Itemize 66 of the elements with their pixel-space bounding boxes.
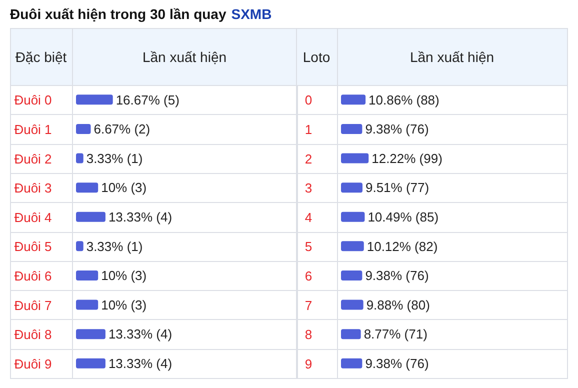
y-tick-label: Đuôi 9 [14,356,52,372]
data-label: 10% (3) [101,180,147,196]
y-tick-label: 3 [304,180,312,196]
data-label: 16.67% (5) [116,92,180,108]
bar [341,270,362,280]
bar [76,241,84,252]
data-label: 3.33% (1) [86,150,143,166]
data-label: 13.33% (4) [108,326,172,342]
data-label: 10.12% (82) [366,238,438,254]
chart-title: Đuôi xuất hiện trong 30 lần quay [10,6,226,22]
data-label: 8.77% (71) [364,326,428,342]
y-tick-label: Đuôi 7 [14,298,52,313]
data-label: 9.38% (76) [365,268,429,284]
y-axis-title: Đặc biệt [14,48,68,66]
bar [341,329,361,340]
data-label: 9.38% (76) [365,356,429,371]
data-label: 6.67% (2) [94,122,150,137]
bar [341,241,364,252]
bar [76,124,91,134]
y-tick-label: 9 [304,356,312,372]
bar [76,212,106,222]
bar [76,329,106,340]
bar [76,270,98,280]
y-tick-label: Đuôi 8 [14,327,52,342]
bar [341,212,365,222]
bar [76,358,106,368]
bar [341,182,362,193]
y-tick-label: Đuôi 0 [14,92,52,108]
y-tick-label: 7 [304,298,312,313]
data-label: 10.49% (85) [368,209,439,224]
y-tick-label: Đuôi 2 [14,151,52,166]
y-tick-label: Đuôi 1 [14,122,52,137]
bar [341,358,362,368]
bar [341,94,366,105]
bar [76,182,98,193]
data-label: 9.51% (77) [365,180,430,196]
y-tick-label: 1 [304,122,312,137]
data-label: 9.38% (76) [365,122,429,137]
bar [76,94,113,105]
chart-subtitle: SXMB [231,6,272,22]
bar [341,300,364,310]
x-axis-title: Lần xuất hiện [408,48,496,66]
y-axis-title: Loto [302,48,332,66]
bar [341,124,362,134]
bar [76,300,98,310]
data-label: 3.33% (1) [86,238,143,254]
data-label: 13.33% (4) [108,356,172,371]
data-label: 10% (3) [101,297,147,312]
data-label: 12.22% (99) [372,150,442,166]
y-tick-label: 2 [304,151,312,166]
y-tick-label: Đuôi 5 [14,239,52,254]
y-tick-label: 6 [304,268,312,284]
y-tick-label: 4 [304,210,312,225]
data-label: 10.86% (88) [368,92,440,108]
y-tick-label: 5 [304,239,312,254]
y-tick-label: Đuôi 3 [14,180,52,196]
y-tick-label: 0 [304,92,312,108]
y-tick-label: Đuôi 6 [14,268,52,284]
data-label: 13.33% (4) [108,209,172,224]
x-axis-title: Lần xuất hiện [141,48,228,66]
y-tick-label: Đuôi 4 [14,210,52,225]
data-label: 10% (3) [101,268,147,284]
data-label: 9.88% (80) [366,297,430,312]
bar [76,153,84,164]
bar [341,153,369,164]
y-tick-label: 8 [304,327,312,342]
